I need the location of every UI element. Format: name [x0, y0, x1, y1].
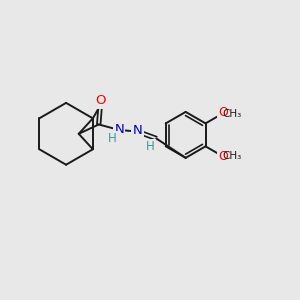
Text: O: O — [218, 106, 228, 119]
Text: CH₃: CH₃ — [222, 151, 242, 161]
Text: H: H — [108, 132, 117, 145]
Text: O: O — [95, 94, 106, 107]
Text: CH₃: CH₃ — [222, 109, 242, 118]
Text: O: O — [218, 150, 228, 163]
Text: N: N — [133, 124, 142, 137]
Text: H: H — [146, 140, 155, 153]
Text: N: N — [114, 123, 124, 136]
